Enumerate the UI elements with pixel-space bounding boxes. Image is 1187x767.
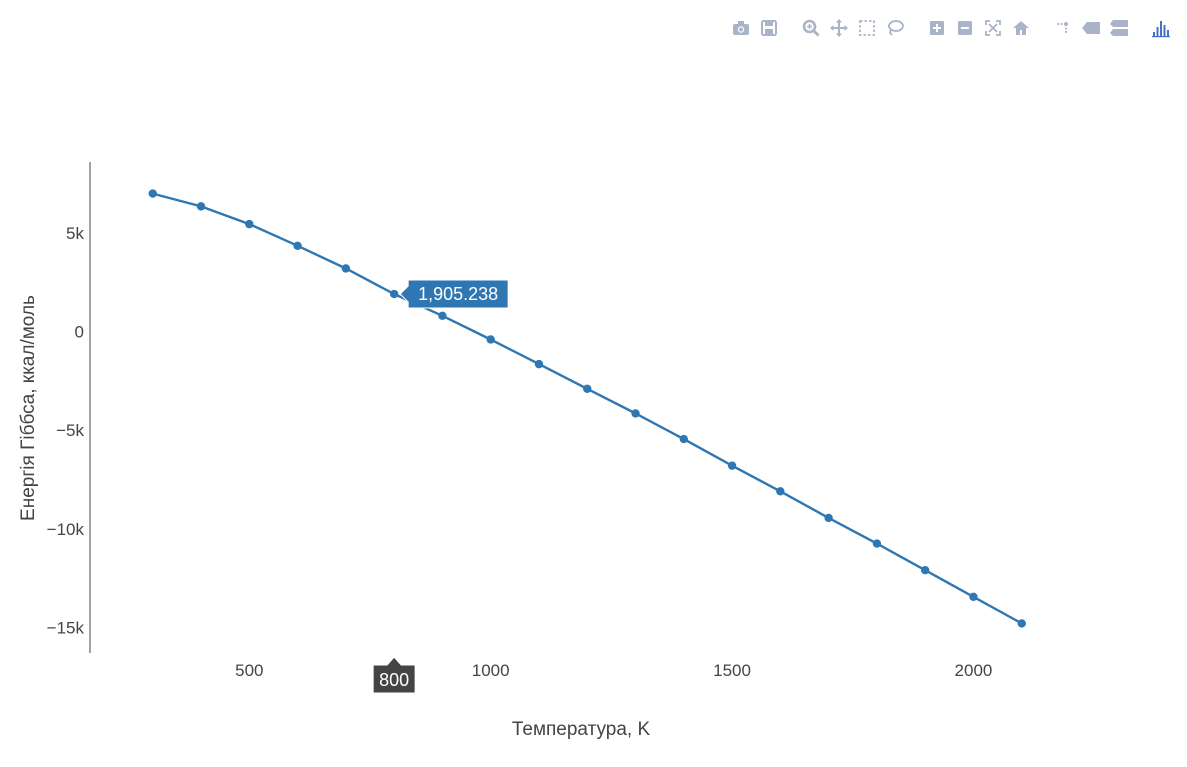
data-point[interactable] [824, 513, 833, 523]
hover-x-box [372, 656, 416, 694]
zoom-in-icon [930, 21, 944, 35]
hover-closest-button[interactable] [1079, 16, 1103, 40]
reset-axes-button[interactable] [1009, 16, 1033, 40]
data-point[interactable] [341, 264, 351, 273]
lasso-select-icon [888, 20, 904, 36]
modebar-group [1049, 16, 1133, 40]
camera-icon [733, 21, 749, 35]
data-point[interactable] [389, 289, 399, 299]
modebar-group [797, 16, 909, 40]
hover-compare-icon [1110, 20, 1128, 36]
lasso-select-button[interactable] [883, 16, 907, 40]
x-tick-label: 2000 [955, 661, 993, 680]
data-point[interactable] [969, 592, 978, 602]
data-point[interactable] [679, 434, 688, 444]
reset-axes-icon [1013, 21, 1029, 35]
autoscale-button[interactable] [981, 16, 1005, 40]
plotly-logo-button[interactable] [1149, 16, 1173, 40]
x-axis-title: Температура, K [512, 719, 651, 740]
series-line [152, 192, 1023, 625]
hover-closest-icon [1082, 22, 1100, 34]
pan-icon [830, 19, 848, 37]
box-select-icon [859, 20, 875, 36]
plotly-logo-icon [1152, 21, 1170, 38]
data-point[interactable] [486, 335, 495, 344]
spike-lines-button[interactable] [1051, 16, 1075, 40]
x-tick-label: 1500 [713, 661, 751, 680]
data-point[interactable] [920, 565, 930, 575]
y-tick-label: −5k [56, 421, 84, 440]
data-point[interactable] [438, 311, 447, 321]
y-tick-label: 5k [66, 224, 84, 243]
data-point[interactable] [534, 359, 544, 369]
zoom-button[interactable] [799, 16, 823, 40]
y-tick-label: 0 [75, 323, 84, 342]
modebar [713, 12, 1175, 44]
zoom-in-button[interactable] [925, 16, 949, 40]
zoom-icon [802, 19, 820, 37]
data-point[interactable] [148, 189, 157, 198]
hover-value-box [399, 279, 509, 309]
spike-lines-icon [1057, 22, 1068, 34]
save-button[interactable] [757, 16, 781, 40]
zoom-out-icon [958, 21, 972, 35]
camera-button[interactable] [729, 16, 753, 40]
y-axis-title: Енергія Гіббса, ккал/моль [18, 295, 39, 521]
data-point[interactable] [727, 461, 737, 470]
zoom-out-button[interactable] [953, 16, 977, 40]
pan-button[interactable] [827, 16, 851, 40]
hover-compare-button[interactable] [1107, 16, 1131, 40]
save-icon [761, 20, 777, 36]
hover-value-label: 1,905.238 [418, 284, 498, 304]
y-tick-label: −15k [47, 618, 85, 637]
y-tick-label: −10k [47, 520, 85, 539]
data-point[interactable] [631, 409, 640, 418]
modebar-group [923, 16, 1035, 40]
modebar-group [727, 16, 783, 40]
x-tick-label: 500 [235, 661, 263, 680]
hover-x-label: 800 [379, 670, 409, 690]
autoscale-icon [985, 20, 1001, 36]
modebar-group [1147, 16, 1175, 40]
data-point[interactable] [776, 487, 785, 496]
x-tick-label: 1000 [472, 661, 510, 680]
data-point[interactable] [872, 539, 882, 548]
box-select-button[interactable] [855, 16, 879, 40]
data-point[interactable] [583, 384, 592, 393]
data-point[interactable] [245, 219, 254, 229]
data-point[interactable] [293, 241, 302, 251]
data-point[interactable] [1017, 619, 1026, 628]
data-point[interactable] [196, 202, 206, 211]
